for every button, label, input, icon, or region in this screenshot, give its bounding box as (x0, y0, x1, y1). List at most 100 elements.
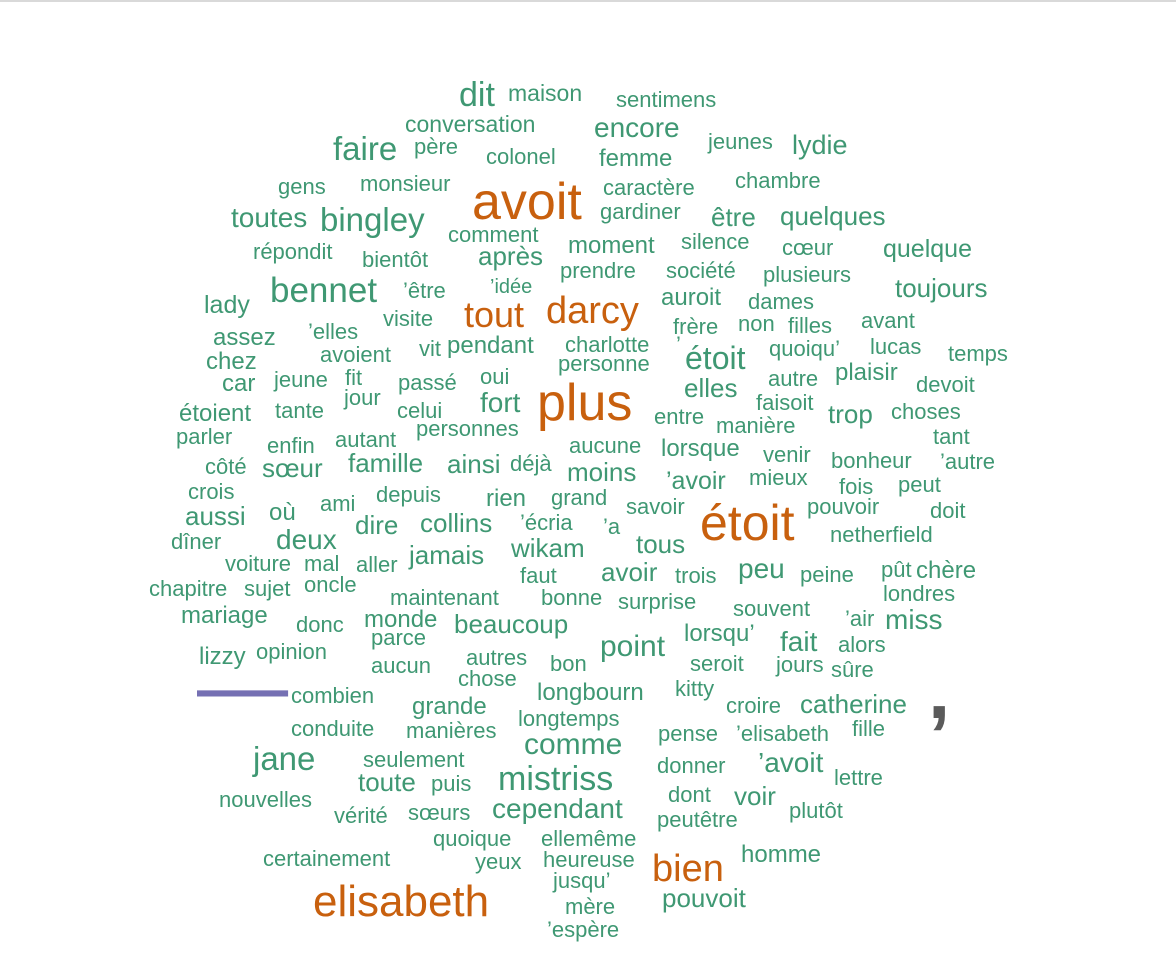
word-conversation-3: conversation (405, 111, 535, 137)
word-comme-170: comme (524, 728, 622, 761)
word-espere-198: ’espère (547, 917, 619, 942)
word-mistriss-175: mistriss (498, 760, 613, 798)
word-fois-97: fois (839, 474, 873, 499)
word-trop-76: trop (828, 399, 873, 429)
word-dont-179: dont (668, 782, 711, 807)
word-heureuse-191: heureuse (543, 847, 635, 872)
word-enfin-83: enfin (267, 433, 315, 458)
word-jeune-60: jeune (273, 367, 328, 392)
word-rien-101: rien (486, 485, 526, 512)
word-etre-35: ’être (403, 278, 446, 303)
word-mere-197: mère (565, 894, 615, 919)
word-personnes-79: personnes (416, 416, 519, 441)
word-bingley-18: bingley (320, 201, 425, 238)
word-donner-174: donner (657, 753, 726, 778)
word-deux-115: deux (276, 524, 337, 555)
word-etre-19: être (711, 202, 756, 232)
word-passe-66: passé (398, 370, 457, 395)
word-trois-128: trois (675, 563, 717, 588)
word-maintenant-134: maintenant (390, 585, 499, 610)
word-lorsqu-146: lorsqu’ (684, 620, 755, 647)
word-longbourn-160: longbourn (537, 679, 644, 706)
word-seroit-154: seroit (690, 651, 744, 676)
word-etoit-55: étoit (685, 340, 746, 376)
word-faut-127: faut (520, 563, 557, 588)
word-conduite-164: conduite (291, 716, 374, 741)
word-mieux-96: mieux (749, 465, 808, 490)
word-em-dash: — (197, 635, 289, 738)
word-ainsi-89: ainsi (447, 449, 500, 479)
word-toute-177: toute (358, 767, 416, 797)
word-deja-90: déjà (510, 451, 552, 476)
word-lizzy-149: lizzy (199, 643, 246, 670)
word-devoit-65: devoit (916, 372, 975, 397)
word-grand-102: grand (551, 485, 607, 510)
word-grande-161: grande (412, 693, 487, 720)
word-toujours-34: toujours (895, 273, 988, 303)
word-toutes-17: toutes (231, 202, 307, 233)
word-plus-70: plus (537, 374, 632, 432)
word-miss-140: miss (885, 604, 943, 635)
word-avoit-13: avoit (472, 173, 582, 231)
word-prendre-29: prendre (560, 258, 636, 283)
word-jeunes-7: jeunes (707, 129, 773, 154)
word-avant-45: avant (861, 308, 915, 333)
word-autant-81: autant (335, 427, 396, 452)
word-bientot-23: bientôt (362, 247, 428, 272)
word-wikam-118: wikam (510, 533, 585, 563)
word-cote-86: côté (205, 454, 247, 479)
word-catherine-163: catherine (800, 689, 907, 719)
word-autre-93: ’autre (940, 449, 995, 474)
word-parce-144: parce (371, 625, 426, 650)
word-autre-63: autre (768, 366, 818, 391)
word-diner-114: dîner (171, 529, 221, 554)
word-mal-121: mal (304, 551, 339, 576)
word-elles-67: elles (684, 373, 737, 403)
word-car-59: car (222, 370, 255, 397)
word-collins-111: collins (420, 508, 492, 538)
word-parler-78: parler (176, 424, 232, 449)
word-crois-98: crois (188, 479, 234, 504)
word-entre-75: entre (654, 404, 704, 429)
word-caractere-14: caractère (603, 175, 695, 200)
word-avoir-95: ’avoir (666, 467, 726, 495)
word-chez-57: chez (206, 348, 257, 375)
word-tous-117: tous (636, 529, 685, 559)
word-a-113: ’a (603, 514, 621, 539)
word-colonel-9: colonel (486, 144, 556, 169)
word-point-145: point (600, 630, 666, 663)
word-repondit-22: répondit (253, 239, 333, 264)
word-maison-1: maison (508, 80, 582, 106)
word-avoit-173: ’avoit (758, 747, 824, 778)
word-charlotte-49: charlotte (565, 332, 649, 357)
word-maniere-80: manière (716, 413, 795, 438)
word-alors-148: alors (838, 632, 886, 657)
word-fille-167: fille (852, 716, 885, 741)
word-gardiner-16: gardiner (600, 199, 681, 224)
word-faire-5: faire (333, 130, 397, 167)
word-verite-184: vérité (334, 803, 388, 828)
word-faisoit-71: faisoit (756, 390, 813, 415)
word-jane-171: jane (252, 740, 315, 777)
word-etoient-72: étoient (179, 400, 251, 427)
word-ami-103: ami (320, 491, 355, 516)
word-manieres-166: manières (406, 718, 496, 743)
word-lucas-51: lucas (870, 334, 921, 359)
word-doit-107: doit (930, 498, 965, 523)
word-pouvoir-106: pouvoir (807, 494, 879, 519)
word-bon-153: bon (550, 651, 587, 676)
word-bonheur-92: bonheur (831, 448, 912, 473)
word-choses-77: choses (891, 399, 961, 424)
word-mariage-137: mariage (181, 602, 268, 629)
word-opinion-150: opinion (256, 639, 327, 664)
word-pere-6: père (414, 134, 458, 159)
word-voir-180: voir (734, 781, 776, 811)
word-quelques-20: quelques (780, 201, 886, 231)
word-soeurs-185: sœurs (408, 800, 470, 825)
word-elisabeth-196: elisabeth (313, 877, 489, 926)
word-sentimens-2: sentimens (616, 87, 716, 112)
word-visite-41: visite (383, 306, 433, 331)
word-assez-46: assez (213, 324, 276, 351)
word-certainement-190: certainement (263, 846, 390, 871)
word-coeur-27: cœur (782, 235, 833, 260)
